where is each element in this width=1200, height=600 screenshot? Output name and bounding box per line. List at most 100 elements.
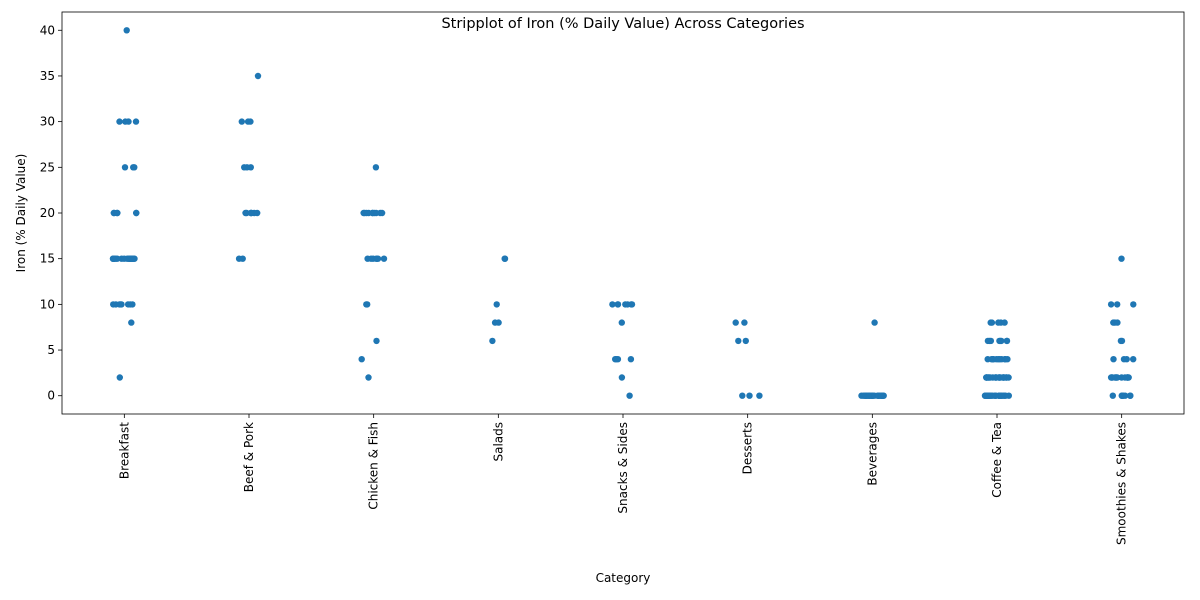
data-point-breakfast — [128, 255, 136, 262]
x-tick-label-smoothies-shakes: Smoothies & Shakes — [1115, 422, 1129, 545]
y-tick-label: 15 — [40, 252, 55, 266]
x-tick-label-desserts: Desserts — [741, 422, 755, 474]
data-point-snacks-sides — [627, 356, 635, 363]
data-point-snacks-sides — [628, 301, 636, 308]
data-point-desserts — [739, 392, 746, 399]
x-tick-label-coffee-tea: Coffee & Tea — [990, 422, 1004, 498]
data-point-smoothies-shakes — [1130, 301, 1137, 308]
data-point-breakfast — [133, 209, 140, 217]
data-point-breakfast — [109, 255, 117, 262]
data-point-beef-pork — [244, 118, 252, 125]
y-axis-title: Iron (% Daily Value) — [14, 154, 28, 273]
data-point-coffee-tea — [1003, 337, 1011, 345]
data-point-salads — [493, 301, 500, 308]
x-tick-label-salads: Salads — [491, 422, 505, 462]
data-point-smoothies-shakes — [1114, 301, 1121, 308]
data-point-salads — [495, 319, 502, 326]
data-point-breakfast — [124, 301, 132, 308]
data-point-chicken-fish — [367, 255, 375, 262]
plot-frame — [61, 11, 1185, 415]
data-point-coffee-tea — [995, 356, 1002, 363]
data-point-chicken-fish — [373, 209, 380, 217]
data-point-desserts — [741, 319, 748, 326]
data-point-chicken-fish — [373, 337, 380, 345]
data-point-salads — [489, 337, 496, 345]
data-point-breakfast — [121, 255, 128, 262]
data-point-beef-pork — [241, 164, 248, 171]
y-axis: 0 5 10 15 20 25 30 35 40 — [40, 23, 62, 403]
data-point-coffee-tea — [998, 337, 1005, 345]
x-axis-title: Category — [596, 571, 651, 585]
data-point-chicken-fish — [372, 164, 380, 171]
data-point-chicken-fish — [363, 301, 370, 308]
data-point-beef-pork — [235, 255, 243, 262]
data-point-snacks-sides — [614, 301, 621, 308]
data-point-smoothies-shakes — [1118, 255, 1125, 262]
data-point-salads — [501, 255, 508, 262]
data-point-coffee-tea — [1001, 319, 1008, 326]
data-point-chicken-fish — [365, 374, 372, 381]
x-tick-label-breakfast: Breakfast — [117, 422, 131, 479]
data-point-snacks-sides — [613, 356, 620, 363]
data-point-snacks-sides — [618, 374, 626, 381]
data-point-coffee-tea — [988, 319, 996, 326]
x-tick-label-snacks-sides: Snacks & Sides — [616, 422, 630, 514]
data-point-breakfast — [121, 164, 129, 171]
data-point-coffee-tea — [995, 319, 1002, 326]
data-point-breakfast — [123, 27, 130, 34]
data-point-coffee-tea — [984, 337, 992, 345]
y-tick-label: 25 — [40, 160, 55, 174]
data-point-breakfast — [125, 118, 132, 125]
y-tick-label: 35 — [40, 69, 55, 83]
y-tick-label: 30 — [40, 115, 55, 129]
x-tick-label-beverages: Beverages — [865, 422, 879, 486]
data-point-breakfast — [131, 164, 138, 171]
data-point-coffee-tea — [983, 374, 990, 381]
data-point-coffee-tea — [1000, 374, 1007, 381]
data-point-beverages — [871, 319, 878, 326]
data-point-breakfast — [116, 374, 124, 381]
data-point-breakfast — [110, 209, 118, 217]
data-point-beef-pork — [254, 72, 262, 80]
data-point-desserts — [746, 392, 753, 399]
x-tick-label-beef-pork: Beef & Pork — [242, 422, 256, 492]
data-point-chicken-fish — [358, 356, 365, 363]
data-point-breakfast — [116, 301, 123, 308]
data-point-desserts — [732, 319, 739, 326]
data-point-snacks-sides — [624, 301, 631, 308]
data-point-smoothies-shakes — [1112, 374, 1120, 381]
data-point-chicken-fish — [380, 255, 388, 262]
data-point-beverages — [878, 392, 885, 399]
y-tick-label: 40 — [40, 23, 55, 37]
data-point-coffee-tea — [984, 392, 992, 399]
x-axis: Breakfast Beef & Pork Chicken & Fish Salads… — [117, 414, 1129, 545]
data-point-beverages — [865, 392, 872, 399]
y-tick-label: 5 — [47, 343, 55, 357]
data-point-smoothies-shakes — [1109, 392, 1117, 399]
data-point-breakfast — [128, 319, 135, 326]
y-tick-label: 0 — [47, 389, 55, 403]
data-point-breakfast — [116, 118, 123, 125]
data-point-desserts — [756, 392, 763, 399]
data-point-coffee-tea — [992, 392, 999, 399]
data-point-chicken-fish — [378, 209, 386, 217]
data-point-desserts — [742, 337, 749, 345]
data-point-snacks-sides — [626, 392, 633, 399]
data-point-smoothies-shakes — [1118, 337, 1126, 345]
data-point-beverages — [860, 392, 867, 399]
data-point-smoothies-shakes — [1114, 319, 1121, 326]
data-point-smoothies-shakes — [1127, 392, 1134, 399]
data-point-breakfast — [132, 118, 140, 125]
data-point-snacks-sides — [618, 319, 625, 326]
data-point-chicken-fish — [374, 255, 382, 262]
data-point-coffee-tea — [988, 356, 995, 363]
data-point-coffee-tea — [1005, 392, 1012, 399]
data-point-smoothies-shakes — [1121, 374, 1129, 381]
y-tick-label: 20 — [40, 206, 55, 220]
data-point-coffee-tea — [1004, 356, 1011, 363]
data-point-chicken-fish — [361, 209, 368, 217]
data-point-smoothies-shakes — [1110, 356, 1117, 363]
data-point-beef-pork — [247, 209, 254, 217]
data-point-smoothies-shakes — [1107, 301, 1115, 308]
